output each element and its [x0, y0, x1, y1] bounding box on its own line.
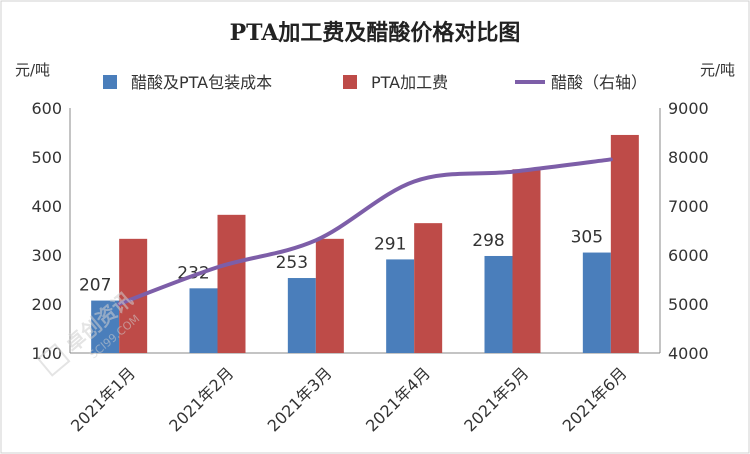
legend-swatch-bar [343, 75, 357, 89]
left-tick-label: 200 [31, 295, 62, 314]
bar-cost [484, 255, 513, 353]
bar-data-label: 253 [276, 253, 308, 273]
bar-data-label: 305 [571, 228, 603, 248]
bar-cost [386, 259, 415, 353]
right-tick-label: 6000 [668, 246, 709, 265]
right-tick-label: 4000 [668, 344, 709, 363]
left-tick-label: 400 [31, 197, 62, 216]
bar-processing-fee [610, 134, 639, 353]
bar-data-label: 291 [374, 234, 406, 254]
left-tick-label: 500 [31, 148, 62, 167]
bar-cost [582, 252, 611, 353]
bar-cost [189, 288, 218, 353]
legend-swatch-bar [103, 75, 117, 89]
watermark-logo-icon [36, 342, 71, 377]
line-acetic-acid [117, 157, 613, 306]
bar-cost [91, 300, 120, 353]
bar-processing-fee [315, 238, 344, 353]
right-axis-unit: 元/吨 [700, 61, 735, 79]
chart-title: PTA加工费及醋酸价格对比图 [230, 20, 521, 46]
right-tick-label: 9000 [668, 99, 709, 118]
bar-data-label: 298 [472, 231, 504, 251]
legend-label: 醋酸（右轴） [551, 73, 647, 92]
right-tick-label: 8000 [668, 148, 709, 167]
right-tick-label: 7000 [668, 197, 709, 216]
left-axis-unit: 元/吨 [15, 61, 50, 79]
bar-cost [287, 278, 316, 353]
left-tick-label: 300 [31, 246, 62, 265]
bar-processing-fee [414, 223, 443, 353]
legend-label: 醋酸及PTA包装成本 [131, 73, 272, 92]
bar-data-label: 207 [79, 276, 111, 296]
bar-processing-fee [217, 214, 246, 353]
right-tick-label: 5000 [668, 295, 709, 314]
legend-label: PTA加工费 [371, 73, 448, 92]
legend: 醋酸及PTA包装成本 PTA加工费 醋酸（右轴） [103, 73, 647, 92]
left-tick-label: 600 [31, 99, 62, 118]
bar-processing-fee [512, 169, 541, 353]
